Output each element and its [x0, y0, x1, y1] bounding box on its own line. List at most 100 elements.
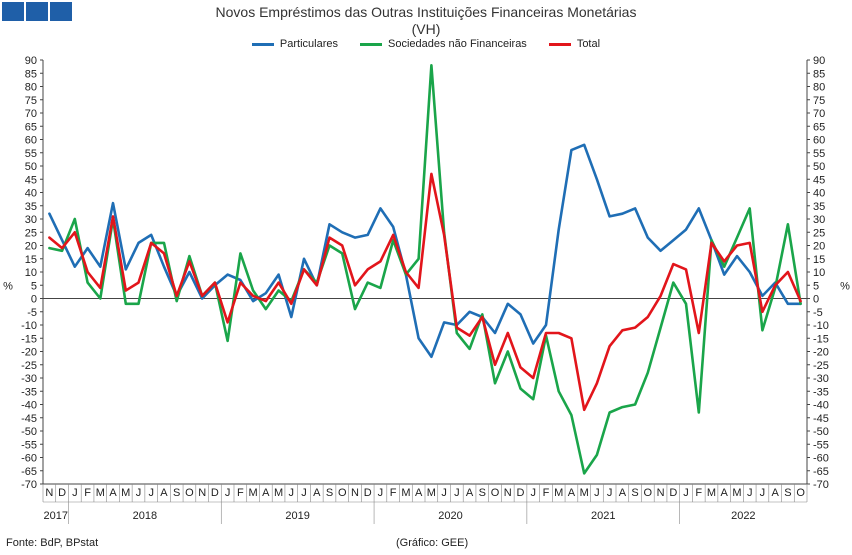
- y-tick-label: 15: [813, 254, 825, 266]
- chart-legend: Particulares Sociedades não Financeiras To…: [0, 38, 852, 50]
- y-tick-label: -40: [21, 400, 37, 412]
- year-label: 2021: [591, 510, 615, 522]
- y-tick-label: 5: [813, 280, 819, 292]
- x-tick-label: M: [274, 487, 283, 499]
- y-tick-label: -60: [813, 453, 829, 465]
- x-tick-label: M: [96, 487, 105, 499]
- legend-item: Sociedades não Financeiras: [360, 38, 527, 50]
- x-tick-label: A: [109, 487, 117, 499]
- x-tick-label: N: [198, 487, 206, 499]
- x-tick-label: A: [771, 487, 779, 499]
- year-label: 2020: [438, 510, 462, 522]
- y-tick-label: -40: [813, 400, 829, 412]
- x-tick-label: J: [148, 487, 154, 499]
- y-tick-label: -10: [813, 320, 829, 332]
- y-tick-label: 5: [31, 280, 37, 292]
- x-tick-label: F: [237, 487, 244, 499]
- x-tick-label: M: [580, 487, 589, 499]
- y-tick-label: 65: [813, 121, 825, 133]
- y-tick-label: 55: [25, 148, 37, 160]
- legend-swatch: [548, 42, 571, 46]
- x-tick-label: A: [415, 487, 423, 499]
- y-tick-label: 70: [25, 108, 37, 120]
- x-tick-label: O: [796, 487, 805, 499]
- x-tick-label: J: [289, 487, 295, 499]
- y-axis-label-left: %: [3, 280, 13, 292]
- x-tick-label: O: [338, 487, 347, 499]
- legend-label: Total: [576, 38, 601, 50]
- x-tick-label: O: [644, 487, 653, 499]
- x-tick-label: J: [683, 487, 689, 499]
- x-tick-label: F: [695, 487, 702, 499]
- x-tick-label: M: [707, 487, 716, 499]
- x-tick-label: N: [657, 487, 665, 499]
- y-tick-label: -30: [813, 373, 829, 385]
- x-tick-label: M: [121, 487, 130, 499]
- source-note: Fonte: BdP, BPstat: [6, 537, 99, 549]
- y-tick-label: 45: [813, 174, 825, 186]
- y-tick-label: -60: [21, 453, 37, 465]
- y-tick-label: 25: [813, 227, 825, 239]
- logo-block: [26, 2, 48, 21]
- y-tick-label: 80: [25, 82, 37, 94]
- x-tick-label: J: [441, 487, 447, 499]
- x-tick-label: M: [732, 487, 741, 499]
- x-tick-label: S: [631, 487, 638, 499]
- x-tick-label: S: [326, 487, 333, 499]
- x-tick-label: J: [136, 487, 142, 499]
- y-tick-label: -55: [813, 439, 829, 451]
- bpstat-logo-icon: [2, 2, 72, 21]
- y-tick-label: -10: [21, 320, 37, 332]
- x-tick-label: F: [543, 487, 550, 499]
- y-tick-label: -30: [21, 373, 37, 385]
- x-tick-label: A: [313, 487, 321, 499]
- y-tick-label: -15: [813, 333, 829, 345]
- legend-item: Total: [548, 38, 601, 50]
- y-tick-label: 45: [25, 174, 37, 186]
- x-tick-label: J: [454, 487, 460, 499]
- y-tick-label: 10: [813, 267, 825, 279]
- x-tick-label: S: [784, 487, 791, 499]
- y-tick-label: 90: [25, 55, 37, 67]
- y-tick-label: 25: [25, 227, 37, 239]
- x-tick-label: N: [45, 487, 53, 499]
- y-tick-label: 70: [813, 108, 825, 120]
- y-tick-label: 80: [813, 82, 825, 94]
- x-tick-label: A: [568, 487, 576, 499]
- y-axis-label-right: %: [840, 280, 850, 292]
- logo-block: [50, 2, 72, 21]
- y-tick-label: -45: [813, 413, 829, 425]
- y-tick-label: -20: [21, 347, 37, 359]
- y-tick-label: 30: [25, 214, 37, 226]
- x-tick-label: D: [58, 487, 66, 499]
- x-tick-label: J: [301, 487, 307, 499]
- year-label: 2017: [43, 510, 67, 522]
- x-tick-label: A: [466, 487, 474, 499]
- y-tick-label: 75: [25, 95, 37, 107]
- y-tick-label: 75: [813, 95, 825, 107]
- y-tick-label: -20: [813, 347, 829, 359]
- x-tick-label: S: [479, 487, 486, 499]
- x-tick-label: D: [517, 487, 525, 499]
- y-tick-label: 40: [25, 188, 37, 200]
- credit-note: (Gráfico: GEE): [396, 537, 469, 549]
- x-tick-label: A: [721, 487, 729, 499]
- y-tick-label: -70: [21, 479, 37, 491]
- x-tick-label: N: [504, 487, 512, 499]
- x-tick-label: M: [401, 487, 410, 499]
- x-tick-label: M: [249, 487, 258, 499]
- y-tick-label: 15: [25, 254, 37, 266]
- x-tick-label: O: [491, 487, 500, 499]
- x-tick-label: A: [619, 487, 627, 499]
- x-tick-label: J: [747, 487, 753, 499]
- x-tick-label: J: [607, 487, 613, 499]
- y-tick-label: -50: [813, 426, 829, 438]
- y-tick-label: 60: [25, 135, 37, 147]
- y-tick-label: 10: [25, 267, 37, 279]
- y-tick-label: 60: [813, 135, 825, 147]
- y-tick-label: 85: [813, 68, 825, 80]
- x-tick-label: J: [225, 487, 231, 499]
- y-tick-label: 50: [813, 161, 825, 173]
- y-tick-label: 40: [813, 188, 825, 200]
- legend-swatch: [251, 42, 274, 46]
